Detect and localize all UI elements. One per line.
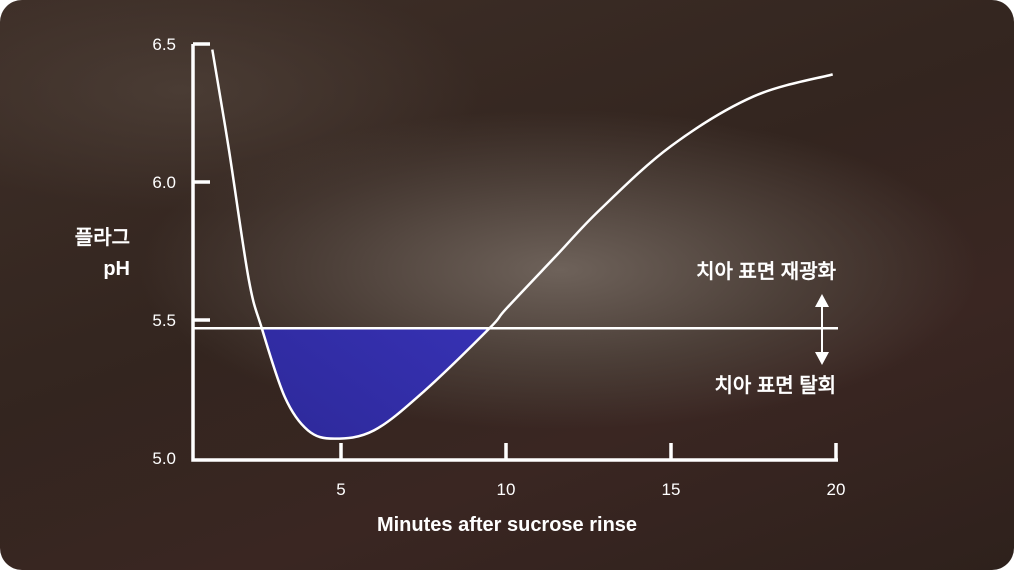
x-tick-label: 5 xyxy=(336,480,345,499)
y-axis-label-1: 플라그 xyxy=(75,226,130,249)
axes xyxy=(191,44,838,462)
double-arrow-icon xyxy=(815,294,829,365)
x-tick-label: 20 xyxy=(827,480,846,499)
ph-curve xyxy=(211,49,834,440)
y-tick-label: 5.0 xyxy=(152,449,176,468)
demineralization-label: 치아 표면 탈회 xyxy=(714,374,836,397)
x-tick-label: 10 xyxy=(497,480,516,499)
x-tick-label: 15 xyxy=(662,480,681,499)
y-axis-label-2: pH xyxy=(103,258,130,280)
x-axis-label: Minutes after sucrose rinse xyxy=(377,514,637,536)
y-tick-label: 5.5 xyxy=(152,311,176,330)
y-tick-label: 6.0 xyxy=(152,173,176,192)
demineralization-area xyxy=(261,328,490,439)
y-tick-label: 6.5 xyxy=(152,35,176,54)
remineralization-label: 치아 표면 재광화 xyxy=(696,260,837,283)
